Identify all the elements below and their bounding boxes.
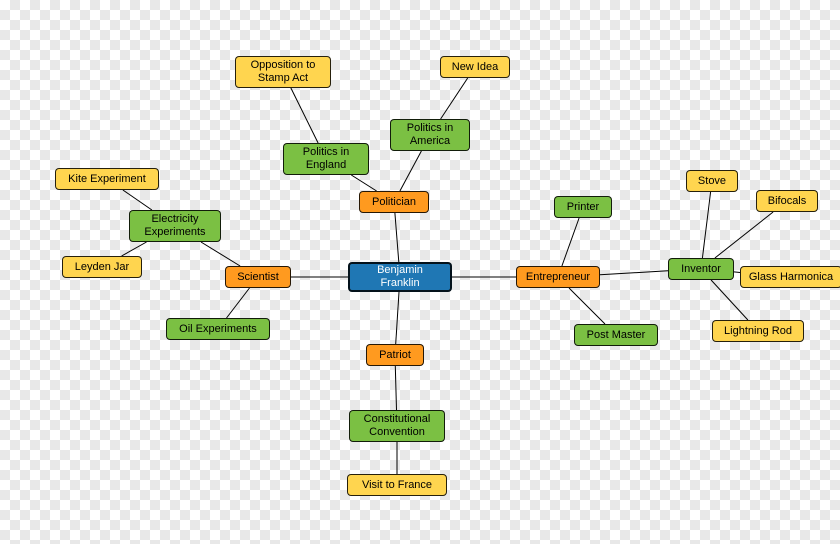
edge — [201, 242, 240, 266]
node-pol_england: Politics in England — [283, 143, 369, 175]
edge — [569, 288, 605, 324]
node-entrepreneur: Entrepreneur — [516, 266, 600, 288]
edge — [227, 288, 250, 318]
node-glass: Glass Harmonica — [740, 266, 840, 288]
node-patriot: Patriot — [366, 344, 424, 366]
node-leyden: Leyden Jar — [62, 256, 142, 278]
node-inventor: Inventor — [668, 258, 734, 280]
node-scientist: Scientist — [225, 266, 291, 288]
edge — [400, 151, 422, 191]
node-printer: Printer — [554, 196, 612, 218]
edge — [122, 242, 147, 256]
node-pol_america: Politics in America — [390, 119, 470, 151]
node-bifocals: Bifocals — [756, 190, 818, 212]
edge — [396, 292, 399, 344]
node-politician: Politician — [359, 191, 429, 213]
node-new_idea: New Idea — [440, 56, 510, 78]
edge — [600, 271, 668, 275]
edge — [441, 78, 468, 119]
node-elec_exp: Electricity Experiments — [129, 210, 221, 242]
node-lightning: Lightning Rod — [712, 320, 804, 342]
node-kite: Kite Experiment — [55, 168, 159, 190]
node-const_conv: Constitutional Convention — [349, 410, 445, 442]
node-stove: Stove — [686, 170, 738, 192]
edge — [395, 213, 399, 262]
node-oil_exp: Oil Experiments — [166, 318, 270, 340]
edge — [351, 175, 376, 191]
node-postmaster: Post Master — [574, 324, 658, 346]
mindmap-canvas: Benjamin Franklin Politician Scientist Patr… — [0, 0, 840, 544]
edge — [123, 190, 152, 210]
node-france: Visit to France — [347, 474, 447, 496]
node-opp_stamp: Opposition to Stamp Act — [235, 56, 331, 88]
node-root: Benjamin Franklin — [348, 262, 452, 292]
edge — [395, 366, 396, 410]
edge — [562, 218, 579, 266]
edge — [702, 192, 710, 258]
edge — [715, 212, 773, 258]
edge — [291, 88, 318, 143]
